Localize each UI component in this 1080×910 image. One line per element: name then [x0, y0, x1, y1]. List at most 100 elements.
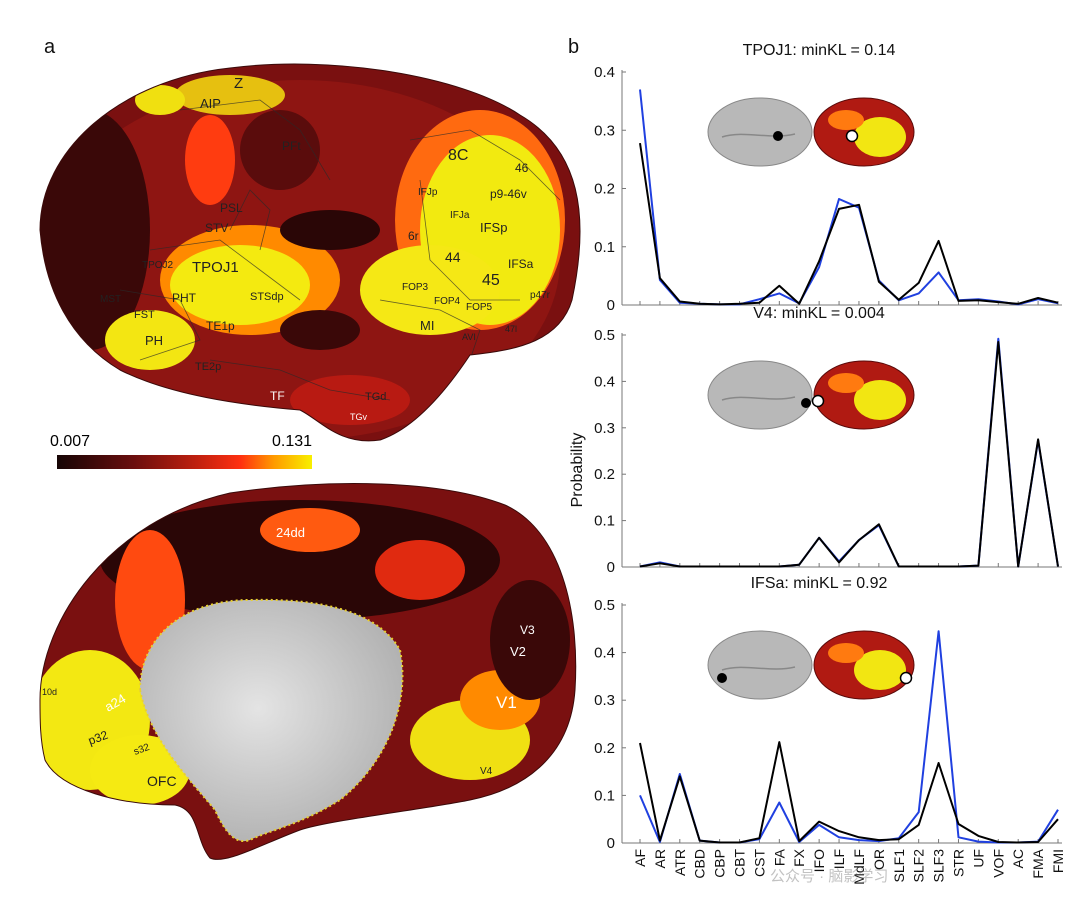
chart-title: IFSa: minKL = 0.92: [751, 575, 888, 592]
y-tick-label: 0: [607, 559, 615, 576]
region-label: IFSa: [508, 257, 534, 271]
x-tick-label: FA: [771, 848, 787, 866]
x-tick-label: ILF: [831, 849, 847, 869]
region-label: 44: [445, 249, 461, 265]
y-tick-label: 0: [607, 297, 615, 314]
region-label: PSL: [220, 201, 243, 215]
region-label: V4: [480, 766, 493, 777]
sulcus-line: [721, 396, 796, 401]
region-label: FOP5: [466, 302, 493, 313]
lateral-brain: [40, 64, 581, 441]
panel-label-b: b: [568, 36, 580, 58]
sulcus-line: [721, 666, 796, 671]
region-label: TE1p: [206, 319, 235, 333]
chart-title: TPOJ1: minKL = 0.14: [743, 42, 896, 59]
region-label: V1: [496, 693, 517, 712]
region-label: 46: [515, 161, 529, 175]
region-label: MI: [420, 318, 434, 333]
region-label: OFC: [147, 773, 177, 789]
heat-brain-hotspot: [828, 373, 864, 393]
target-point-icon: [899, 671, 913, 685]
region-label: TGv: [350, 412, 367, 422]
region-label: 24dd: [276, 525, 305, 540]
target-point-icon: [845, 129, 859, 143]
colorbar-min-label: 0.007: [50, 433, 90, 450]
region-label: TE2p: [195, 361, 221, 373]
x-tick-label: CST: [751, 849, 767, 877]
colorbar-max-label: 0.131: [272, 433, 312, 450]
region-label: TGd: [365, 391, 386, 403]
region-label: FOP4: [434, 296, 461, 307]
x-tick-label: AF: [632, 849, 648, 867]
region-label: TPOJ2: [142, 260, 174, 271]
y-tick-label: 0.2: [594, 740, 615, 757]
y-tick-label: 0.3: [594, 122, 615, 139]
y-tick-label: 0: [607, 835, 615, 852]
region-label: PHT: [172, 291, 197, 305]
gray-brain-icon: [707, 97, 813, 167]
heat-brain-hotspot: [854, 650, 906, 690]
x-tick-label: AR: [652, 849, 668, 868]
panel-label-a: a: [44, 36, 56, 58]
y-tick-label: 0.5: [594, 597, 615, 614]
region-label: p32: [86, 728, 110, 748]
series-line-black: [639, 341, 1059, 568]
x-tick-label: VOF: [990, 849, 1006, 878]
y-tick-label: 0.1: [594, 513, 615, 530]
medial-wall: [140, 599, 403, 842]
heat-brain-hotspot: [854, 117, 906, 157]
target-point-icon: [811, 394, 825, 408]
y-tick-label: 0.4: [594, 373, 615, 390]
gray-brain-icon: [707, 630, 813, 700]
region-label: IFJa: [450, 210, 470, 221]
x-tick-label: CBP: [712, 849, 728, 878]
region-label: Z: [234, 75, 243, 92]
seed-point-icon: [717, 673, 727, 683]
chart-title: V4: minKL = 0.004: [753, 305, 885, 322]
y-tick-label: 0.2: [594, 466, 615, 483]
series-line-black: [639, 142, 1059, 306]
region-label: 10d: [42, 687, 57, 697]
x-tick-label: SLF2: [911, 849, 927, 883]
region-label: PH: [145, 333, 163, 348]
region-label: 6r: [408, 229, 419, 243]
region-label: STSdp: [250, 291, 284, 303]
x-tick-label: SLF3: [931, 849, 947, 883]
gray-brain-icon: [707, 360, 813, 430]
x-tick-label: STR: [950, 849, 966, 877]
y-tick-label: 0.2: [594, 181, 615, 198]
y-tick-label: 0.1: [594, 787, 615, 804]
region-label: p9-46v: [490, 187, 527, 201]
region-label: TPOJ1: [192, 259, 239, 276]
heat-brain-hotspot: [854, 380, 906, 420]
region-label: AIP: [200, 96, 221, 111]
region-label: V2: [510, 644, 526, 659]
region-label: AVI: [462, 332, 476, 342]
x-tick-label: MdLF: [851, 849, 867, 885]
region-label: p47r: [530, 290, 551, 301]
region-label: s32: [132, 742, 151, 758]
y-tick-label: 0.1: [594, 239, 615, 256]
x-tick-label: FMI: [1050, 849, 1066, 873]
y-axis-label: Probability: [569, 433, 586, 508]
region-label: FOP3: [402, 282, 429, 293]
region-label: TF: [270, 389, 285, 403]
x-tick-label: UF: [970, 849, 986, 868]
seed-point-icon: [801, 398, 811, 408]
colorbar: 0.007 0.131: [50, 433, 312, 469]
region-label: STV: [205, 221, 228, 235]
region-label: FST: [134, 309, 155, 321]
y-tick-label: 0.4: [594, 645, 615, 662]
region-label: 8C: [448, 147, 468, 164]
region-label: IFJp: [418, 187, 438, 198]
y-tick-label: 0.3: [594, 420, 615, 437]
x-tick-label: CBD: [692, 849, 708, 879]
seed-point-icon: [773, 131, 783, 141]
region-label: 47l: [505, 324, 517, 334]
x-tick-label: FMA: [1030, 848, 1046, 878]
y-tick-label: 0.4: [594, 64, 615, 81]
series-line-black: [639, 741, 1059, 844]
region-label: V3: [520, 623, 535, 637]
